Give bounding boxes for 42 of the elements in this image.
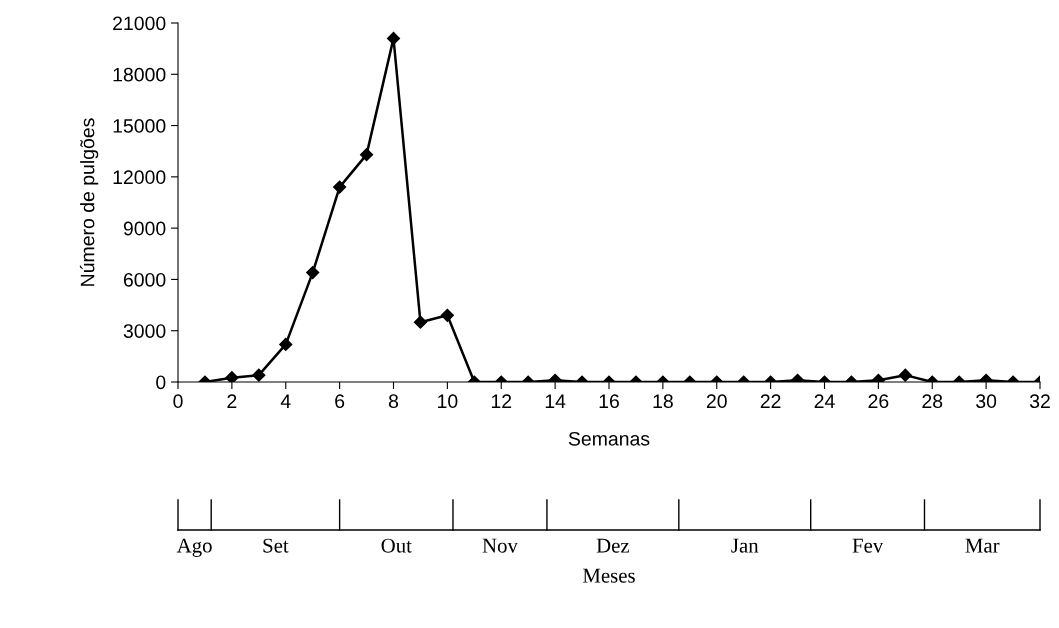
x-tick-label: 10 [438,394,458,409]
text: Ago [176,538,212,557]
y-tick-label: 18000 [113,67,166,82]
x-tick-label: 2 [227,394,237,408]
x-tick-label: 20 [706,394,727,409]
x-tick-label: 26 [868,394,889,409]
y-tick-label: 12000 [113,170,166,185]
y-tick-label: 0 [156,375,166,390]
x-axis-title: Semanas [568,431,650,446]
y-axis-title: Número de pulgões [79,118,99,286]
y-tick-label: 6000 [123,272,166,287]
point [306,266,320,280]
y-tick-label: 9000 [123,221,166,236]
x-tick-label: 28 [922,394,943,409]
point [333,180,347,194]
x-tick-label: 30 [976,394,997,409]
point [440,308,454,322]
point [359,148,374,162]
y-tick-label: 15000 [113,119,166,133]
x-tick-label: 22 [760,394,781,408]
text: Fev [852,538,884,553]
x-tick-label: 6 [335,394,345,409]
x-tick-label: 12 [491,394,512,408]
text: Set [263,538,289,553]
x-tick-label: 4 [280,394,291,408]
x-tick-label: 24 [814,394,835,408]
point [225,371,239,382]
text: Jan [731,538,759,553]
text: Nov [482,538,518,553]
text: Dez [596,538,630,553]
x-tick-label: 16 [599,394,619,409]
text: Mar [965,538,1000,553]
y-tick-label: 3000 [123,324,166,338]
text: Meses [582,568,635,583]
x-tick-label: 14 [545,394,566,408]
x-tick-label: 8 [388,394,399,409]
x-tick-label: 32 [1029,394,1050,409]
x-tick-label: 18 [653,394,673,409]
text: Out [381,538,412,553]
point [413,315,428,329]
y-tick-label: 21000 [113,16,166,31]
x-tick-label: 0 [173,394,183,409]
